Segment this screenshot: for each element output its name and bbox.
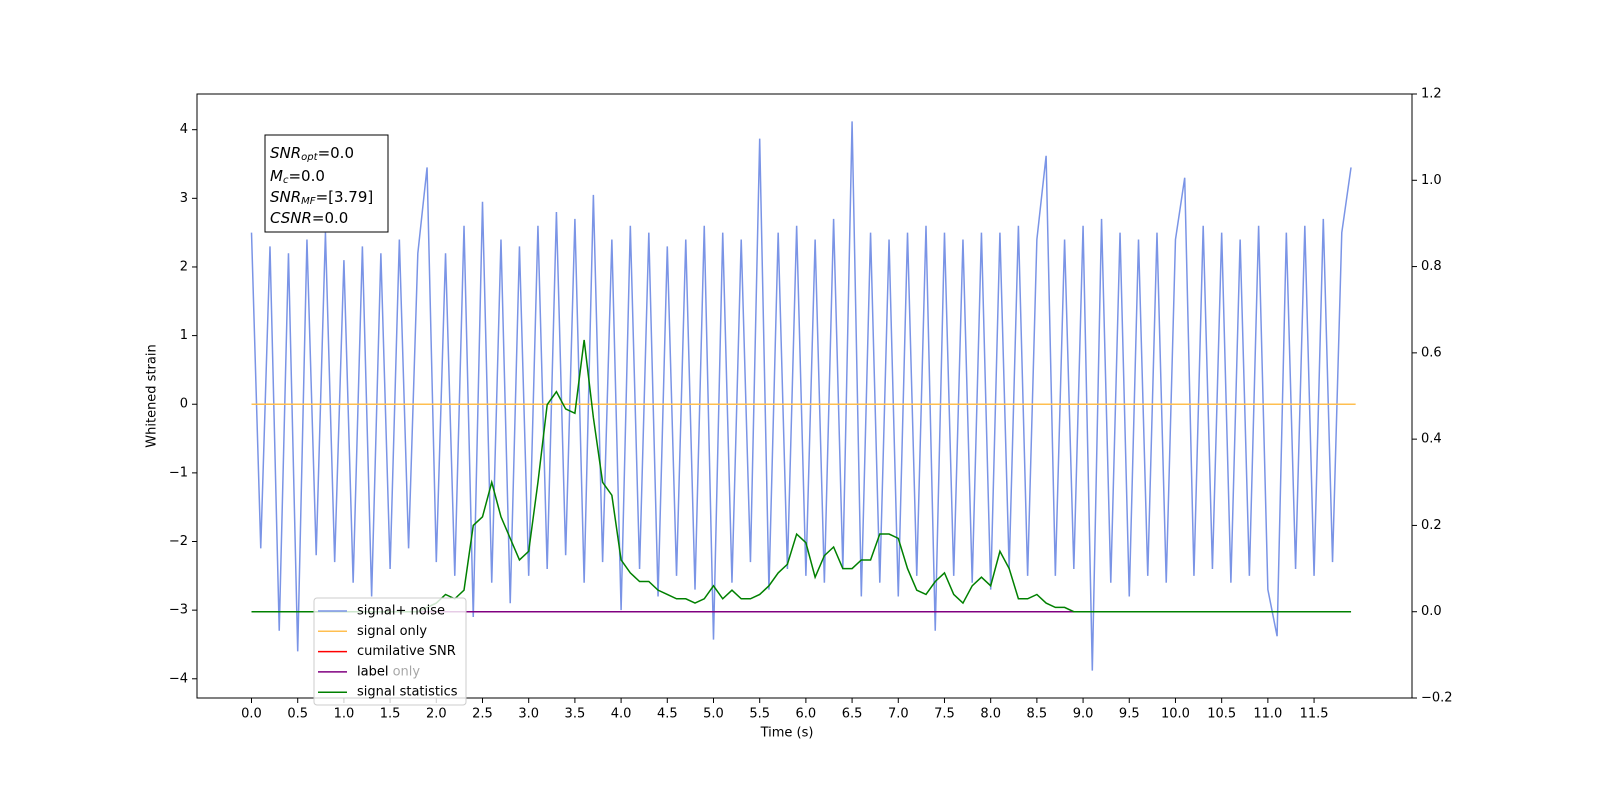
y2-tick-label: 1.0 bbox=[1421, 173, 1442, 188]
y2-tick-label: 0.8 bbox=[1421, 259, 1442, 274]
annotation-text: =0.0 bbox=[288, 167, 324, 185]
x-tick-label: 1.5 bbox=[380, 707, 401, 722]
legend-label: signal only bbox=[357, 624, 427, 639]
annotation-line: SNRMF=[3.79] bbox=[270, 188, 373, 208]
x-tick-label: 10.0 bbox=[1161, 707, 1190, 722]
annotation-symbol: CSNR bbox=[270, 209, 312, 227]
legend-label: cumilative SNR bbox=[357, 644, 456, 659]
x-tick-label: 6.0 bbox=[796, 707, 817, 722]
x-tick-label: 7.5 bbox=[934, 707, 955, 722]
annotation-text: =[3.79] bbox=[316, 188, 374, 206]
x-tick-label: 10.5 bbox=[1207, 707, 1236, 722]
legend-box bbox=[313, 597, 467, 706]
legend-label: label only bbox=[357, 665, 420, 680]
x-tick-label: 9.5 bbox=[1119, 707, 1140, 722]
x-tick-label: 5.5 bbox=[749, 707, 770, 722]
annotation-symbol: M bbox=[270, 167, 283, 185]
legend-label: label bbox=[357, 664, 388, 679]
annotation-subscript: c bbox=[283, 175, 289, 186]
y-tick-label: 1 bbox=[180, 328, 188, 343]
x-tick-label: 4.0 bbox=[611, 707, 632, 722]
annotation-subscript: MF bbox=[301, 196, 316, 207]
y2-tick-label: 0.0 bbox=[1421, 604, 1442, 619]
y2-tick-label: 0.6 bbox=[1421, 345, 1442, 360]
y2-tick-label: 0.2 bbox=[1421, 518, 1442, 533]
y-tick-label: −4 bbox=[169, 671, 188, 686]
y-tick-label: 3 bbox=[180, 191, 188, 206]
x-tick-label: 11.0 bbox=[1253, 707, 1282, 722]
annotation-line: Mc=0.0 bbox=[270, 167, 325, 187]
legend: label only signal+ noise signal only cumila… bbox=[313, 597, 467, 706]
legend-label: signal+ noise bbox=[357, 604, 445, 619]
y-tick-label: 0 bbox=[180, 397, 188, 412]
x-tick-label: 2.5 bbox=[472, 707, 493, 722]
x-tick-label: 0.5 bbox=[287, 707, 308, 722]
annotation-text: =0.0 bbox=[318, 144, 354, 162]
annotation-frame bbox=[264, 134, 389, 233]
y-tick-label: −2 bbox=[169, 534, 188, 549]
annotation-text: =0.0 bbox=[312, 209, 348, 227]
y2-tick-label: −0.2 bbox=[1421, 691, 1453, 706]
x-tick-label: 0.0 bbox=[241, 707, 262, 722]
y-tick-label: −3 bbox=[169, 603, 188, 618]
series-line bbox=[250, 121, 1352, 671]
x-tick-label: 4.5 bbox=[657, 707, 678, 722]
x-tick-label: 6.5 bbox=[842, 707, 863, 722]
y-tick-label: −1 bbox=[169, 465, 188, 480]
x-tick-label: 3.5 bbox=[565, 707, 586, 722]
x-tick-label: 1.0 bbox=[334, 707, 355, 722]
x-tick-label: 9.0 bbox=[1073, 707, 1094, 722]
y-axis-label: Whitened strain bbox=[145, 344, 160, 447]
x-tick-label: 5.0 bbox=[703, 707, 724, 722]
axes-frame bbox=[196, 93, 1413, 699]
y2-tick-label: 1.2 bbox=[1421, 87, 1442, 102]
x-tick-label: 8.5 bbox=[1027, 707, 1048, 722]
x-tick-label: 11.5 bbox=[1300, 707, 1329, 722]
annotation-subscript: opt bbox=[301, 152, 318, 163]
annotation-line: CSNR=0.0 bbox=[270, 209, 348, 227]
x-tick-label: 7.0 bbox=[888, 707, 909, 722]
legend-label: signal statistics bbox=[357, 685, 458, 700]
y-tick-label: 4 bbox=[180, 122, 188, 137]
y2-tick-label: 0.4 bbox=[1421, 432, 1442, 447]
annotation-symbol: SNR bbox=[270, 144, 301, 162]
annotation-symbol: SNR bbox=[270, 188, 301, 206]
x-tick-label: 2.0 bbox=[426, 707, 447, 722]
y-tick-label: 2 bbox=[180, 259, 188, 274]
x-tick-label: 3.0 bbox=[518, 707, 539, 722]
annotation-line: SNRopt=0.0 bbox=[270, 144, 354, 164]
x-axis-label: Time (s) bbox=[760, 726, 814, 741]
x-tick-label: 8.0 bbox=[980, 707, 1001, 722]
